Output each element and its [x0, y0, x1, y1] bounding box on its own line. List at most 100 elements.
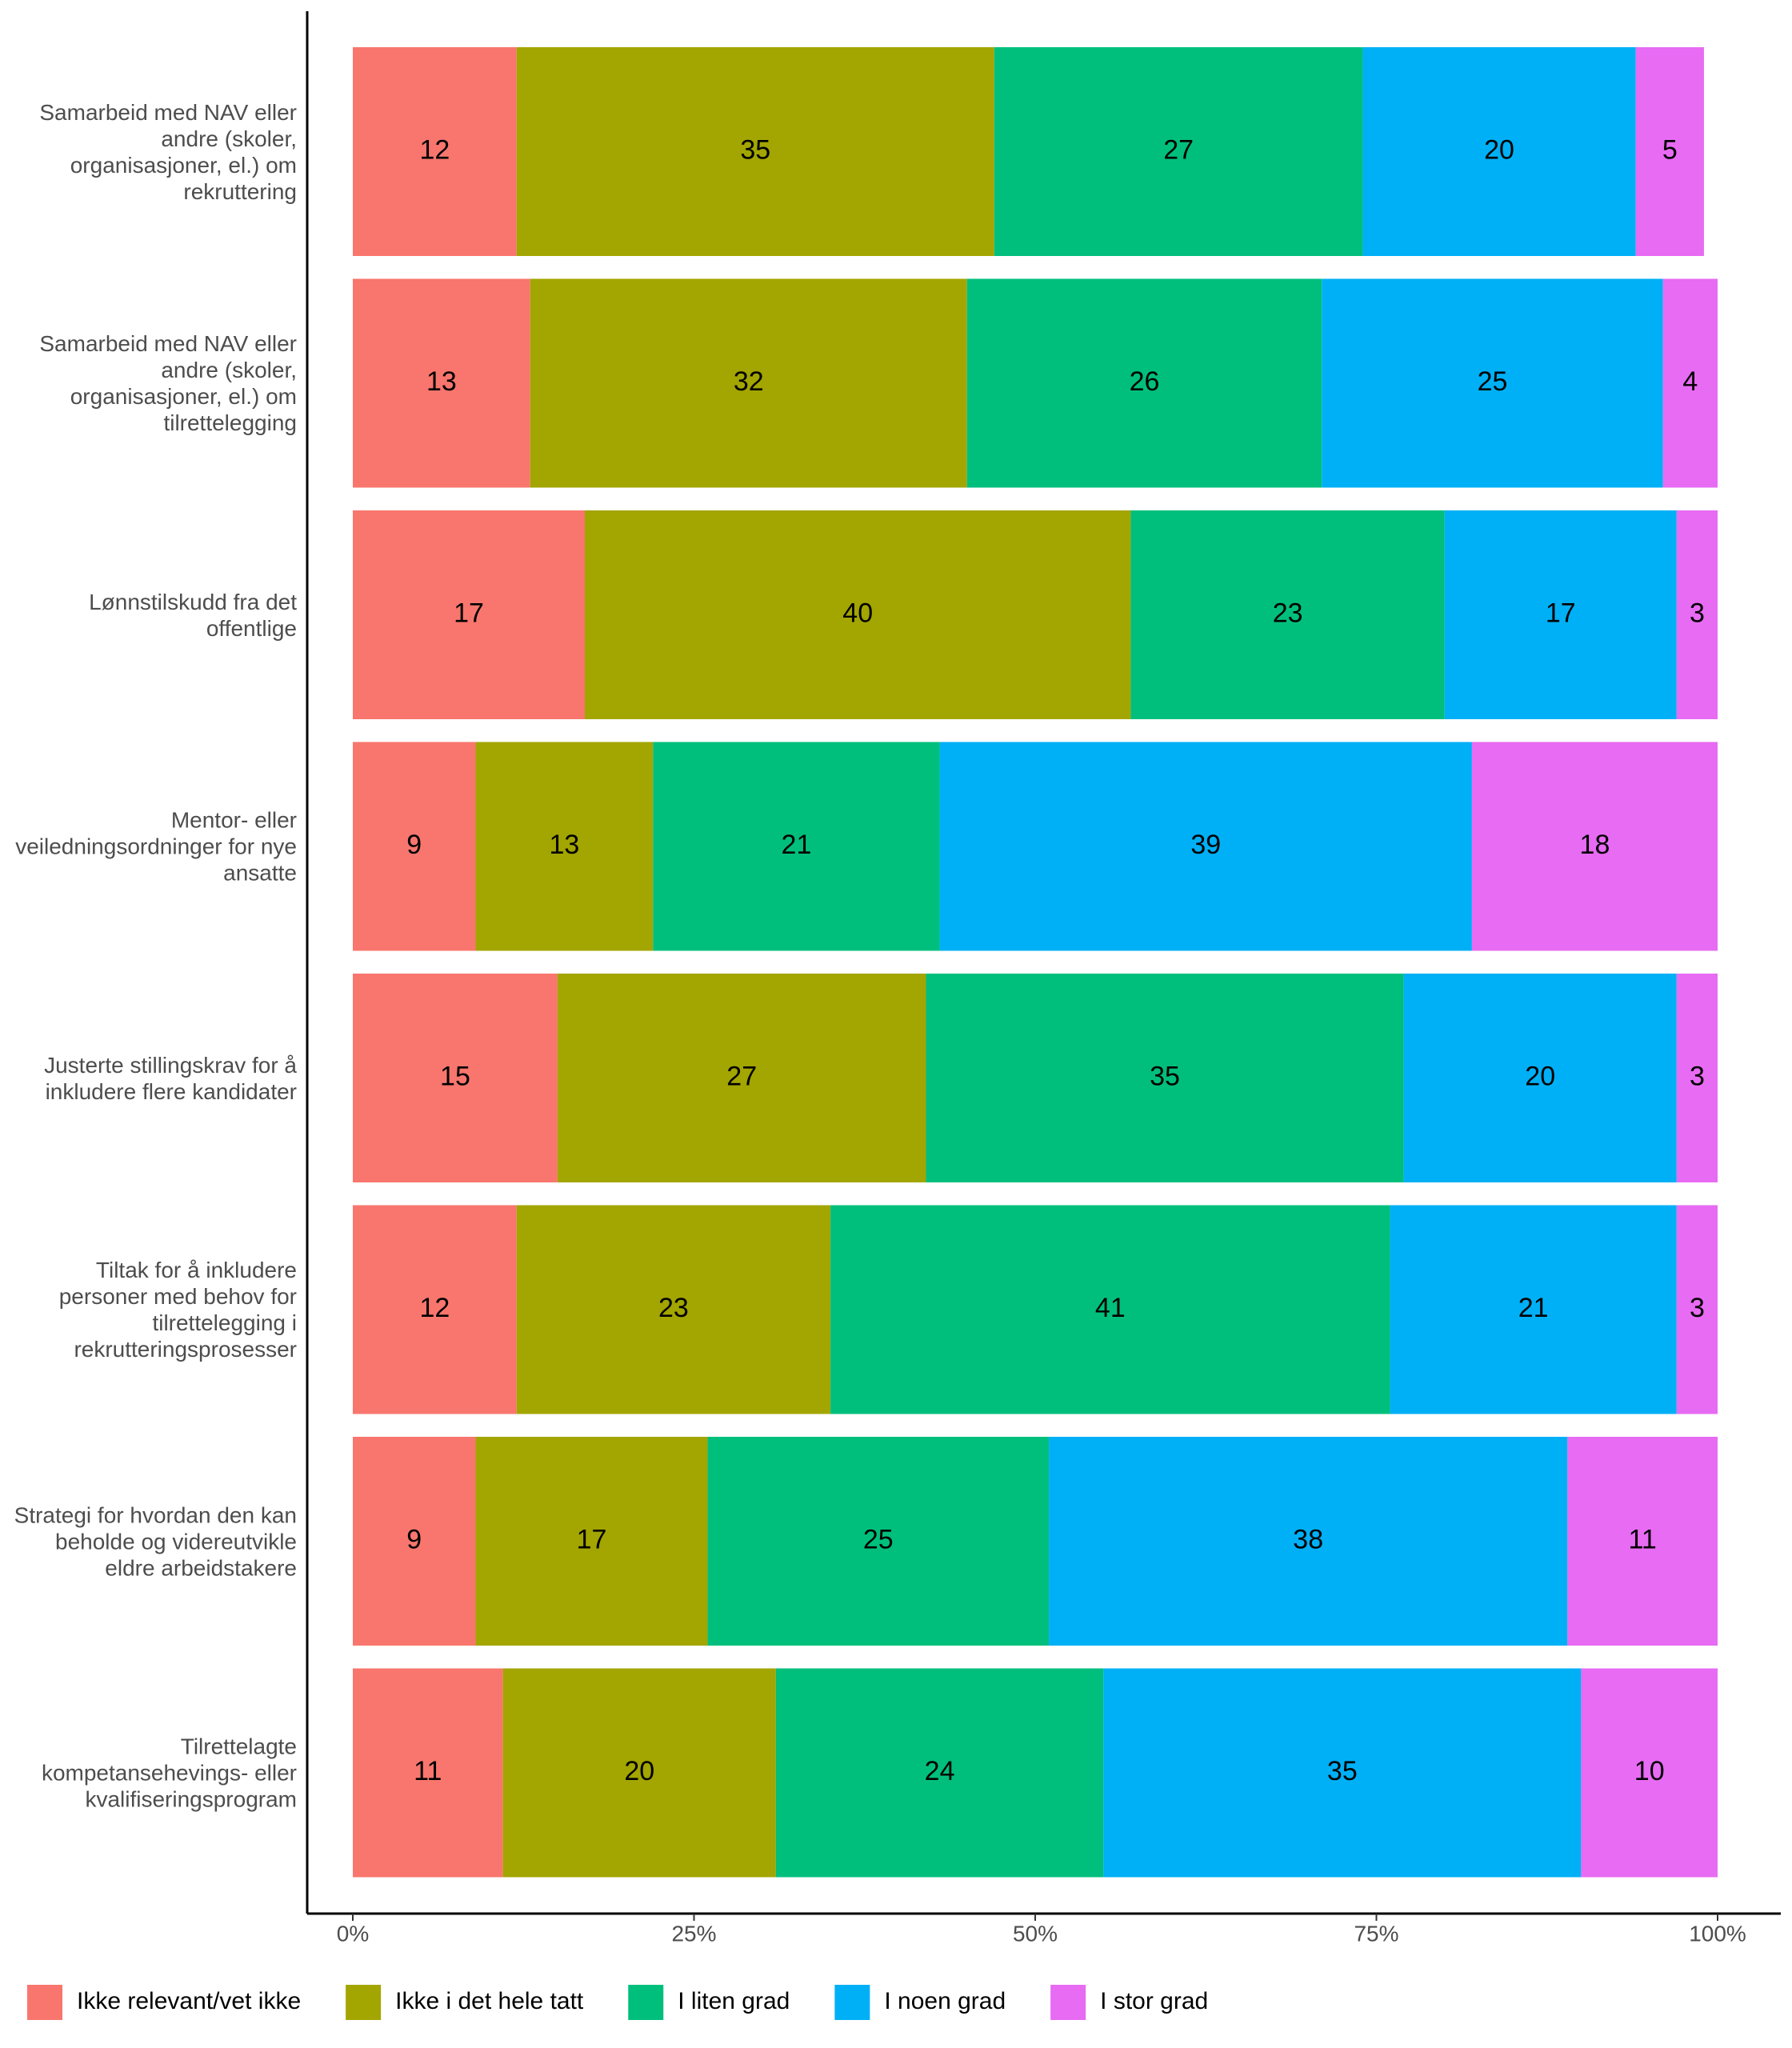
- y-tick-label: Lønnstilskudd fra det offentlige: [89, 589, 297, 641]
- value-label: 3: [1690, 598, 1705, 628]
- y-tick-label: Mentor- eller veiledningsordninger for n…: [15, 807, 297, 886]
- bar-segment: [353, 47, 517, 256]
- value-label: 9: [406, 830, 422, 860]
- bar-segment: [475, 742, 654, 951]
- bar-segment: [353, 1437, 476, 1646]
- legend-label: I liten grad: [678, 1988, 790, 2014]
- value-label: 38: [1293, 1524, 1323, 1554]
- value-label: 17: [1546, 598, 1576, 628]
- value-label: 35: [740, 134, 770, 165]
- y-tick-label: Justerte stillingskrav for å inkludere f…: [44, 1052, 297, 1104]
- value-label: 15: [440, 1061, 470, 1091]
- x-tick-label: 25%: [671, 1921, 716, 1946]
- bar-segment: [707, 1437, 1050, 1646]
- value-label: 12: [419, 134, 450, 165]
- x-tick-label: 0%: [337, 1921, 369, 1946]
- legend-swatch: [834, 1985, 870, 2020]
- y-tick-label: Strategi for hvordan den kan beholde og …: [14, 1502, 297, 1580]
- bar-segment: [1049, 1437, 1568, 1646]
- bar-segment: [926, 974, 1404, 1182]
- bar-segment: [1581, 1668, 1718, 1878]
- bar-segment: [353, 974, 558, 1182]
- value-label: 25: [863, 1524, 894, 1554]
- value-label: 23: [1273, 598, 1303, 628]
- bar-segment: [1662, 278, 1718, 488]
- value-label: 12: [419, 1293, 450, 1323]
- bar-segment: [530, 278, 967, 488]
- value-label: 25: [1478, 366, 1508, 397]
- value-label: 4: [1682, 366, 1698, 397]
- value-label: 9: [406, 1524, 422, 1554]
- bar-segment: [939, 742, 1472, 951]
- bar-segment: [966, 278, 1322, 488]
- value-label: 35: [1327, 1756, 1358, 1786]
- legend-label: Ikke relevant/vet ikke: [77, 1988, 301, 2014]
- bar-segment: [353, 510, 586, 719]
- value-label: 11: [1629, 1524, 1657, 1554]
- legend-label: I noen grad: [884, 1988, 1006, 2014]
- bar-segment: [353, 1668, 503, 1878]
- bar-segment: [775, 1668, 1104, 1878]
- bar-segment: [1444, 510, 1677, 719]
- bar-segment: [1471, 742, 1718, 951]
- bar-segment: [1403, 974, 1677, 1182]
- y-tick-label: Tilrettelagte kompetansehevings- eller k…: [41, 1734, 297, 1812]
- bar-segment: [353, 278, 530, 488]
- y-tick-label: Samarbeid med NAV eller andre (skoler, o…: [39, 99, 297, 204]
- value-label: 21: [1518, 1293, 1549, 1323]
- bar-segment: [1130, 510, 1445, 719]
- bar-segment: [1390, 1205, 1677, 1414]
- value-label: 11: [414, 1756, 442, 1786]
- value-label: 23: [658, 1293, 689, 1323]
- x-tick-label: 50%: [1013, 1921, 1058, 1946]
- y-tick-label: Samarbeid med NAV eller andre (skoler, o…: [39, 331, 297, 435]
- value-label: 17: [577, 1524, 607, 1554]
- legend-swatch: [1050, 1985, 1086, 2020]
- value-label: 40: [842, 598, 873, 628]
- bar-segment: [830, 1205, 1390, 1414]
- value-label: 13: [426, 366, 457, 397]
- bar-segment: [475, 1437, 708, 1646]
- bar-segment: [502, 1668, 776, 1878]
- bar-segment: [1676, 974, 1718, 1182]
- legend-label: I stor grad: [1100, 1988, 1208, 2014]
- bar-segment: [585, 510, 1131, 719]
- value-label: 26: [1130, 366, 1160, 397]
- legend-swatch: [27, 1985, 62, 2020]
- bar-segment: [516, 47, 994, 256]
- bar-segment: [1322, 278, 1663, 488]
- bar-segment: [1635, 47, 1704, 256]
- value-label: 3: [1690, 1061, 1705, 1091]
- value-label: 35: [1150, 1061, 1180, 1091]
- bar-segment: [994, 47, 1363, 256]
- value-label: 18: [1580, 830, 1610, 860]
- bar-segment: [1676, 1205, 1718, 1414]
- bar-segment: [353, 1205, 517, 1414]
- bar-segment: [1676, 510, 1718, 719]
- bar-segment: [653, 742, 940, 951]
- value-label: 27: [726, 1061, 757, 1091]
- value-label: 27: [1163, 134, 1194, 165]
- value-label: 41: [1095, 1293, 1126, 1323]
- legend-swatch: [346, 1985, 382, 2020]
- value-label: 24: [925, 1756, 955, 1786]
- value-label: 20: [624, 1756, 654, 1786]
- legend-swatch: [628, 1985, 664, 2020]
- bar-segment: [557, 974, 926, 1182]
- bar-segment: [353, 742, 476, 951]
- value-label: 13: [550, 830, 580, 860]
- value-label: 5: [1662, 134, 1678, 165]
- y-tick-label: Tiltak for å inkludere personer med beho…: [58, 1258, 297, 1362]
- legend-label: Ikke i det hele tatt: [395, 1988, 584, 2014]
- value-label: 3: [1690, 1293, 1705, 1323]
- x-tick-label: 100%: [1689, 1921, 1746, 1946]
- bar-segment: [1567, 1437, 1718, 1646]
- value-label: 17: [454, 598, 484, 628]
- value-label: 39: [1190, 830, 1221, 860]
- value-label: 32: [734, 366, 764, 397]
- value-label: 20: [1484, 134, 1514, 165]
- x-tick-label: 75%: [1354, 1921, 1398, 1946]
- value-label: 10: [1634, 1756, 1665, 1786]
